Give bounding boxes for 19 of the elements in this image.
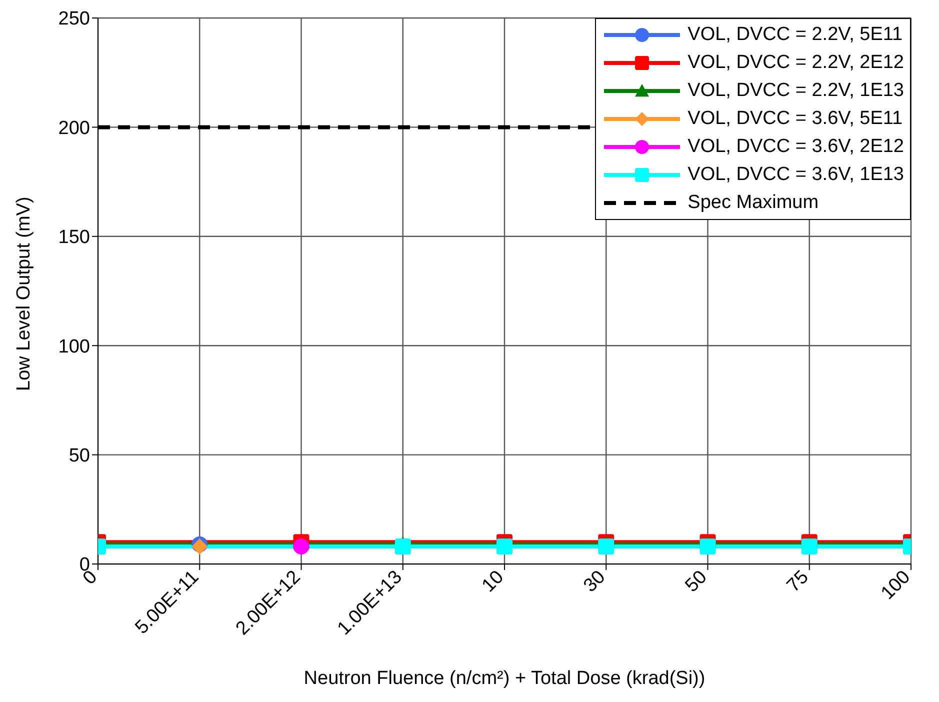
x-tick-label: 50 <box>681 566 712 596</box>
y-tick-label: 100 <box>58 336 90 358</box>
x-tick-label: 30 <box>580 566 610 596</box>
x-axis-title: Neutron Fluence (n/cm²) + Total Dose (krad(Si)) <box>304 668 706 689</box>
y-tick-label: 250 <box>58 8 90 30</box>
y-axis-title: Low Level Output (mV) <box>14 196 35 391</box>
x-tick-label: 75 <box>783 566 813 596</box>
x-tick-label: 100 <box>877 566 915 604</box>
legend-label: Spec Maximum <box>688 192 819 214</box>
legend-label: VOL, DVCC = 3.6V, 2E12 <box>688 136 904 158</box>
y-tick-label: 200 <box>58 118 90 139</box>
legend-label: VOL, DVCC = 3.6V, 1E13 <box>688 164 904 186</box>
y-tick-label: 50 <box>68 446 90 467</box>
legend-label: VOL, DVCC = 2.2V, 5E11 <box>688 24 903 46</box>
legend-label: VOL, DVCC = 3.6V, 5E11 <box>688 108 903 130</box>
x-tick-label: 10 <box>478 566 508 596</box>
y-tick-label: 150 <box>58 227 90 248</box>
legend-label: VOL, DVCC = 2.2V, 1E13 <box>688 80 904 102</box>
legend-label: VOL, DVCC = 2.2V, 2E12 <box>688 52 904 74</box>
